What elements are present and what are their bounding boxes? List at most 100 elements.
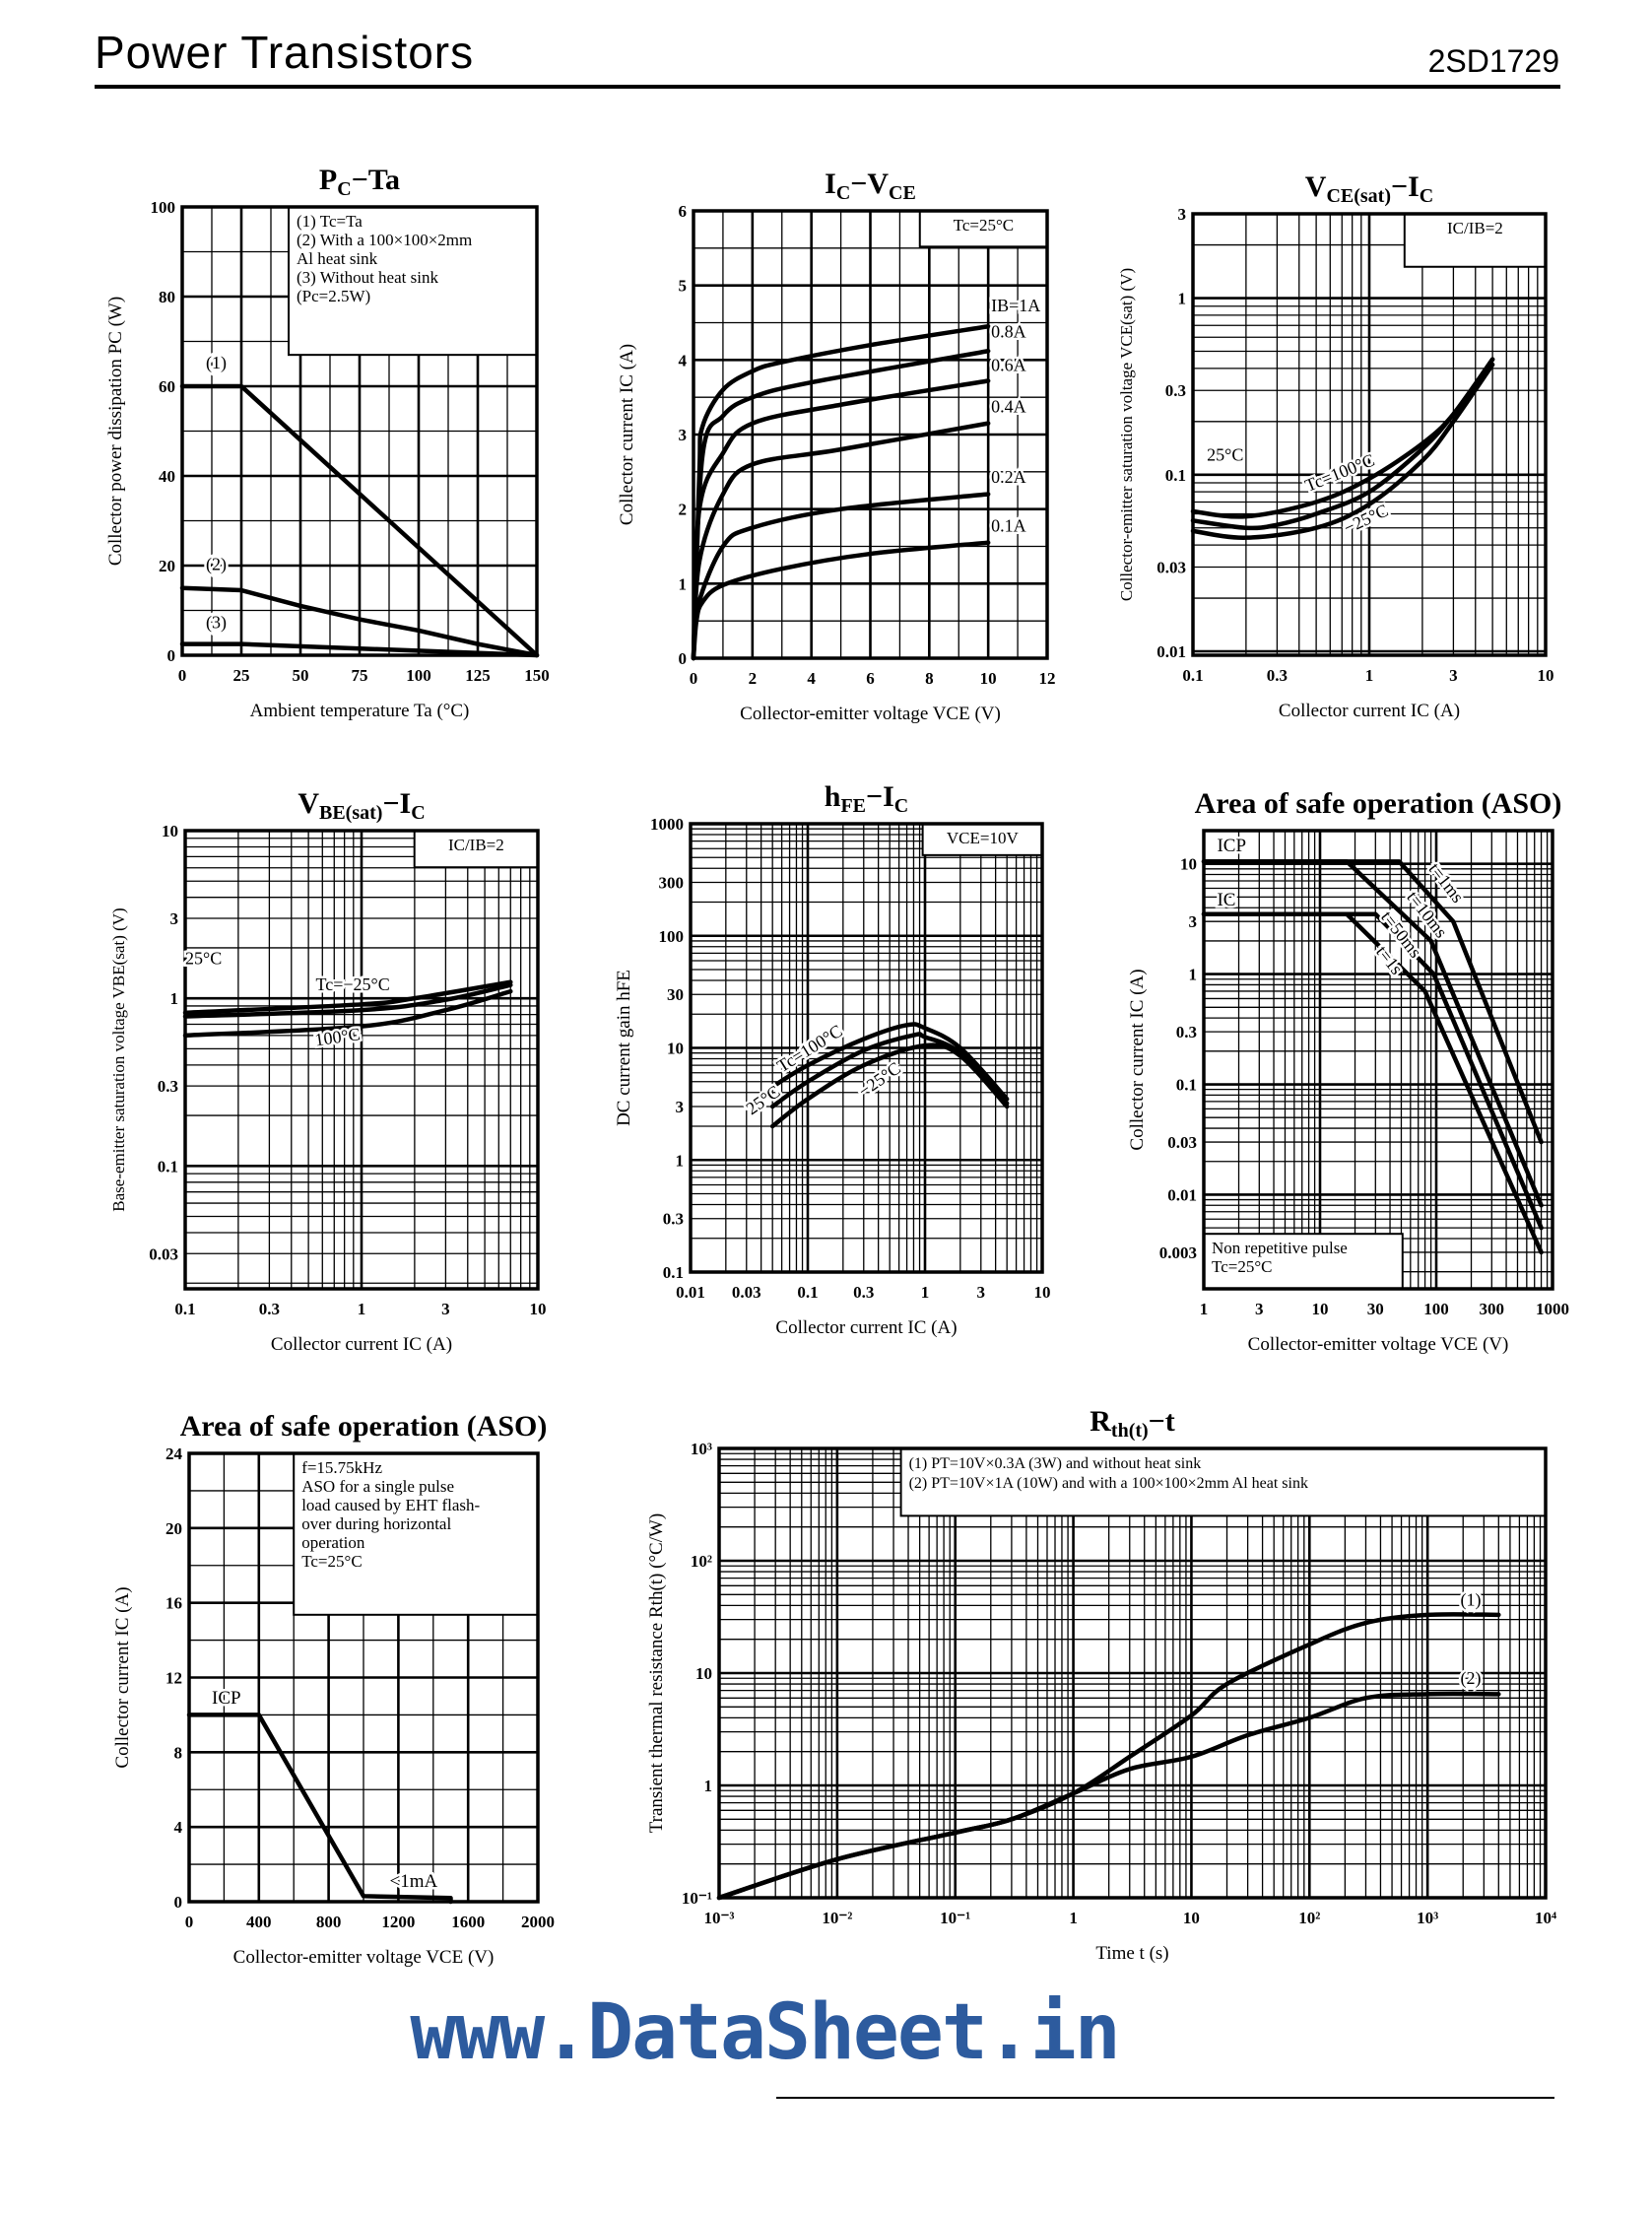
footer-rule (776, 2097, 1554, 2099)
legend-text: Al heat sink (297, 249, 378, 268)
y-tick-label: 0.01 (1167, 1185, 1197, 1204)
series-line (1201, 859, 1544, 1208)
series-label: 0.8A (991, 322, 1026, 342)
x-tick-label: 0.1 (797, 1283, 818, 1302)
series-label: 0.2A (991, 467, 1026, 487)
y-tick-label: 16 (165, 1594, 182, 1613)
plot-frame (692, 209, 1049, 660)
y-tick-label: 80 (159, 288, 175, 306)
x-tick-label: 0.3 (259, 1300, 280, 1318)
x-tick-label: 10 (1312, 1300, 1329, 1318)
x-axis-label: Collector current IC (A) (1279, 701, 1460, 721)
y-tick-label: 1 (676, 1151, 685, 1170)
x-tick-label: 0.3 (1267, 666, 1288, 685)
series-line (182, 982, 513, 1019)
legend-text: (1) PT=10V×0.3A (3W) and without heat si… (909, 1455, 1202, 1472)
y-tick-label: 40 (159, 467, 175, 486)
x-tick-label: 1 (921, 1283, 930, 1302)
series-label: IB=1A (991, 296, 1040, 315)
plot-frame (180, 205, 539, 657)
grid (692, 209, 1049, 660)
series-line (1201, 859, 1544, 1145)
y-tick-label: 3 (1178, 205, 1187, 224)
title-segment: C (836, 182, 850, 204)
title-segment: R (1090, 1405, 1111, 1438)
y-tick-label: 24 (165, 1444, 183, 1463)
legend-text: VCE=10V (947, 829, 1020, 847)
y-tick-label: 3 (676, 1098, 685, 1116)
chart-title: hFE−IC (825, 780, 908, 817)
y-axis-label: Collector current IC (A) (112, 1586, 133, 1768)
y-tick-label: 1 (1189, 966, 1198, 984)
y-axis-label: Collector current IC (A) (617, 344, 637, 525)
x-tick-label: 150 (524, 666, 550, 685)
x-tick-label: 3 (441, 1300, 450, 1318)
y-tick-label: 30 (667, 985, 684, 1004)
x-tick-label: 75 (352, 666, 368, 685)
y-tick-label: 10 (162, 822, 178, 840)
x-tick-label: 10 (530, 1300, 547, 1318)
y-tick-label: 3 (170, 909, 179, 928)
series-label: 25°C (185, 948, 222, 968)
annotation-label: ICP (1217, 836, 1246, 856)
x-tick-label: 1 (1069, 1909, 1078, 1927)
x-tick-label: 10⁻³ (703, 1909, 734, 1927)
y-axis-label: Collector power dissipation PC (W) (105, 297, 126, 566)
y-tick-label: 0.3 (663, 1210, 684, 1229)
series-line (1190, 357, 1495, 519)
legend-text: over during horizontal (301, 1514, 451, 1533)
legend-text: (1) Tc=Ta (297, 212, 363, 231)
y-tick-label: 0.01 (1156, 642, 1186, 661)
series-line (1190, 357, 1495, 531)
y-tick-label: 100 (151, 198, 176, 217)
title-segment: Area of safe operation (ASO) (1195, 787, 1562, 820)
plot-frame (187, 1451, 540, 1904)
x-tick-label: 50 (293, 666, 309, 685)
grid (1202, 830, 1554, 1289)
x-tick-label: 0.3 (853, 1283, 874, 1302)
x-axis-label: Time t (s) (1095, 1943, 1168, 1964)
grid (717, 1446, 1548, 1900)
title-segment: C (894, 795, 908, 817)
series-line (769, 1032, 1010, 1109)
legend-text: (2) PT=10V×1A (10W) and with a 100×100×2… (909, 1475, 1308, 1492)
y-tick-label: 0.03 (149, 1244, 178, 1263)
chart-title: Area of safe operation (ASO) (1195, 787, 1562, 820)
legend-text: Tc=25°C (1212, 1257, 1272, 1276)
legend-box (288, 206, 538, 357)
header-rule (95, 85, 1560, 89)
x-tick-label: 3 (1255, 1300, 1264, 1318)
series-line (182, 979, 513, 1016)
series-line (182, 988, 513, 1039)
legend-box (413, 830, 540, 869)
legend-text: load caused by EHT flash- (301, 1496, 480, 1514)
title-segment: P (319, 164, 337, 196)
x-tick-label: 2 (749, 669, 758, 688)
y-tick-label: 2 (679, 501, 688, 519)
x-tick-label: 10³ (1417, 1909, 1438, 1927)
title-segment: −t (1149, 1405, 1175, 1438)
y-tick-label: 8 (174, 1743, 183, 1762)
chart-2: IC−VCE Tc=25°C IB=1A 0.8A 0.6A 0.4A 0.2A 0.1A 0 2… (617, 168, 1056, 724)
title-segment: V (1305, 170, 1327, 203)
x-axis-label: Collector-emitter voltage VCE (V) (1248, 1334, 1509, 1355)
series-line (769, 1022, 1010, 1102)
series-line (769, 1042, 1010, 1129)
plot-frame (1191, 212, 1548, 657)
y-axis-label: Collector current IC (A) (1127, 969, 1148, 1150)
y-tick-label: 10 (695, 1664, 712, 1683)
x-tick-label: 0.01 (676, 1283, 705, 1302)
x-tick-label: 0 (178, 666, 187, 685)
series-label: Tc=−25°C (316, 974, 390, 994)
y-tick-label: 10² (691, 1552, 712, 1571)
watermark-logo: www.DataSheet.in (410, 1988, 1120, 2077)
legend-box (918, 210, 1049, 248)
y-tick-label: 1 (679, 574, 688, 593)
series-line (179, 641, 540, 658)
x-tick-label: 10 (1183, 1909, 1200, 1927)
x-tick-label: 25 (233, 666, 250, 685)
title-segment: CE(sat) (1326, 185, 1391, 207)
